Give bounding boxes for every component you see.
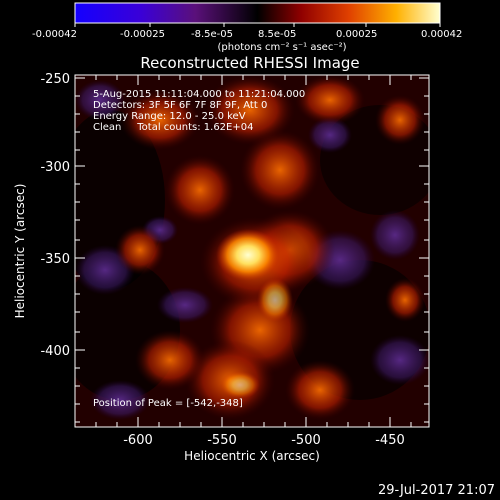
energy-range-text: Energy Range: 12.0 - 25.0 keV	[93, 111, 246, 122]
axis-ticks	[75, 75, 429, 427]
y-tick-label: -400	[40, 344, 70, 359]
colorbar-tick-label: -8.5e-05	[191, 29, 233, 40]
colorbar-gradient	[74, 2, 441, 24]
y-tick-label: -350	[40, 252, 70, 267]
x-tick-label: -500	[291, 433, 321, 448]
rhessi-image	[75, 75, 429, 427]
y-tick-label: -250	[40, 72, 70, 87]
colorbar-units: (photons cm⁻² s⁻¹ asec⁻²)	[217, 42, 346, 53]
footer-timestamp: 29-Jul-2017 21:07	[378, 483, 495, 498]
clean-info-text: Clean Total counts: 1.62E+04	[93, 122, 253, 133]
colorbar: -0.00042 -0.00025 -8.5e-05 8.5e-05 0.000…	[32, 2, 462, 53]
x-tick-label: -550	[207, 433, 237, 448]
colorbar-tick-label: -0.00042	[32, 29, 77, 40]
plot-frame	[74, 74, 430, 428]
peak-position-text: Position of Peak = [-542,-348]	[93, 398, 243, 409]
figure-title: Reconstructed RHESSI Image	[140, 54, 359, 72]
y-axis-label: Heliocentric Y (arcsec)	[13, 184, 27, 319]
time-range-text: 5-Aug-2015 11:11:04.000 to 11:21:04.000	[93, 89, 305, 100]
colorbar-tick-label: 0.00025	[336, 29, 377, 40]
y-tick-label: -300	[40, 160, 70, 175]
detectors-text: Detectors: 3F 5F 6F 7F 8F 9F, Att 0	[93, 100, 267, 111]
colorbar-tick-label: 0.00042	[421, 29, 462, 40]
colorbar-tick-label: -0.00025	[120, 29, 165, 40]
colorbar-ticks	[74, 23, 441, 27]
x-axis-label: Heliocentric X (arcsec)	[184, 449, 320, 463]
x-tick-label: -600	[123, 433, 153, 448]
x-tick-label: -450	[375, 433, 405, 448]
image-annotations: 5-Aug-2015 11:11:04.000 to 11:21:04.000 …	[93, 89, 305, 409]
colorbar-tick-label: 8.5e-05	[258, 29, 296, 40]
